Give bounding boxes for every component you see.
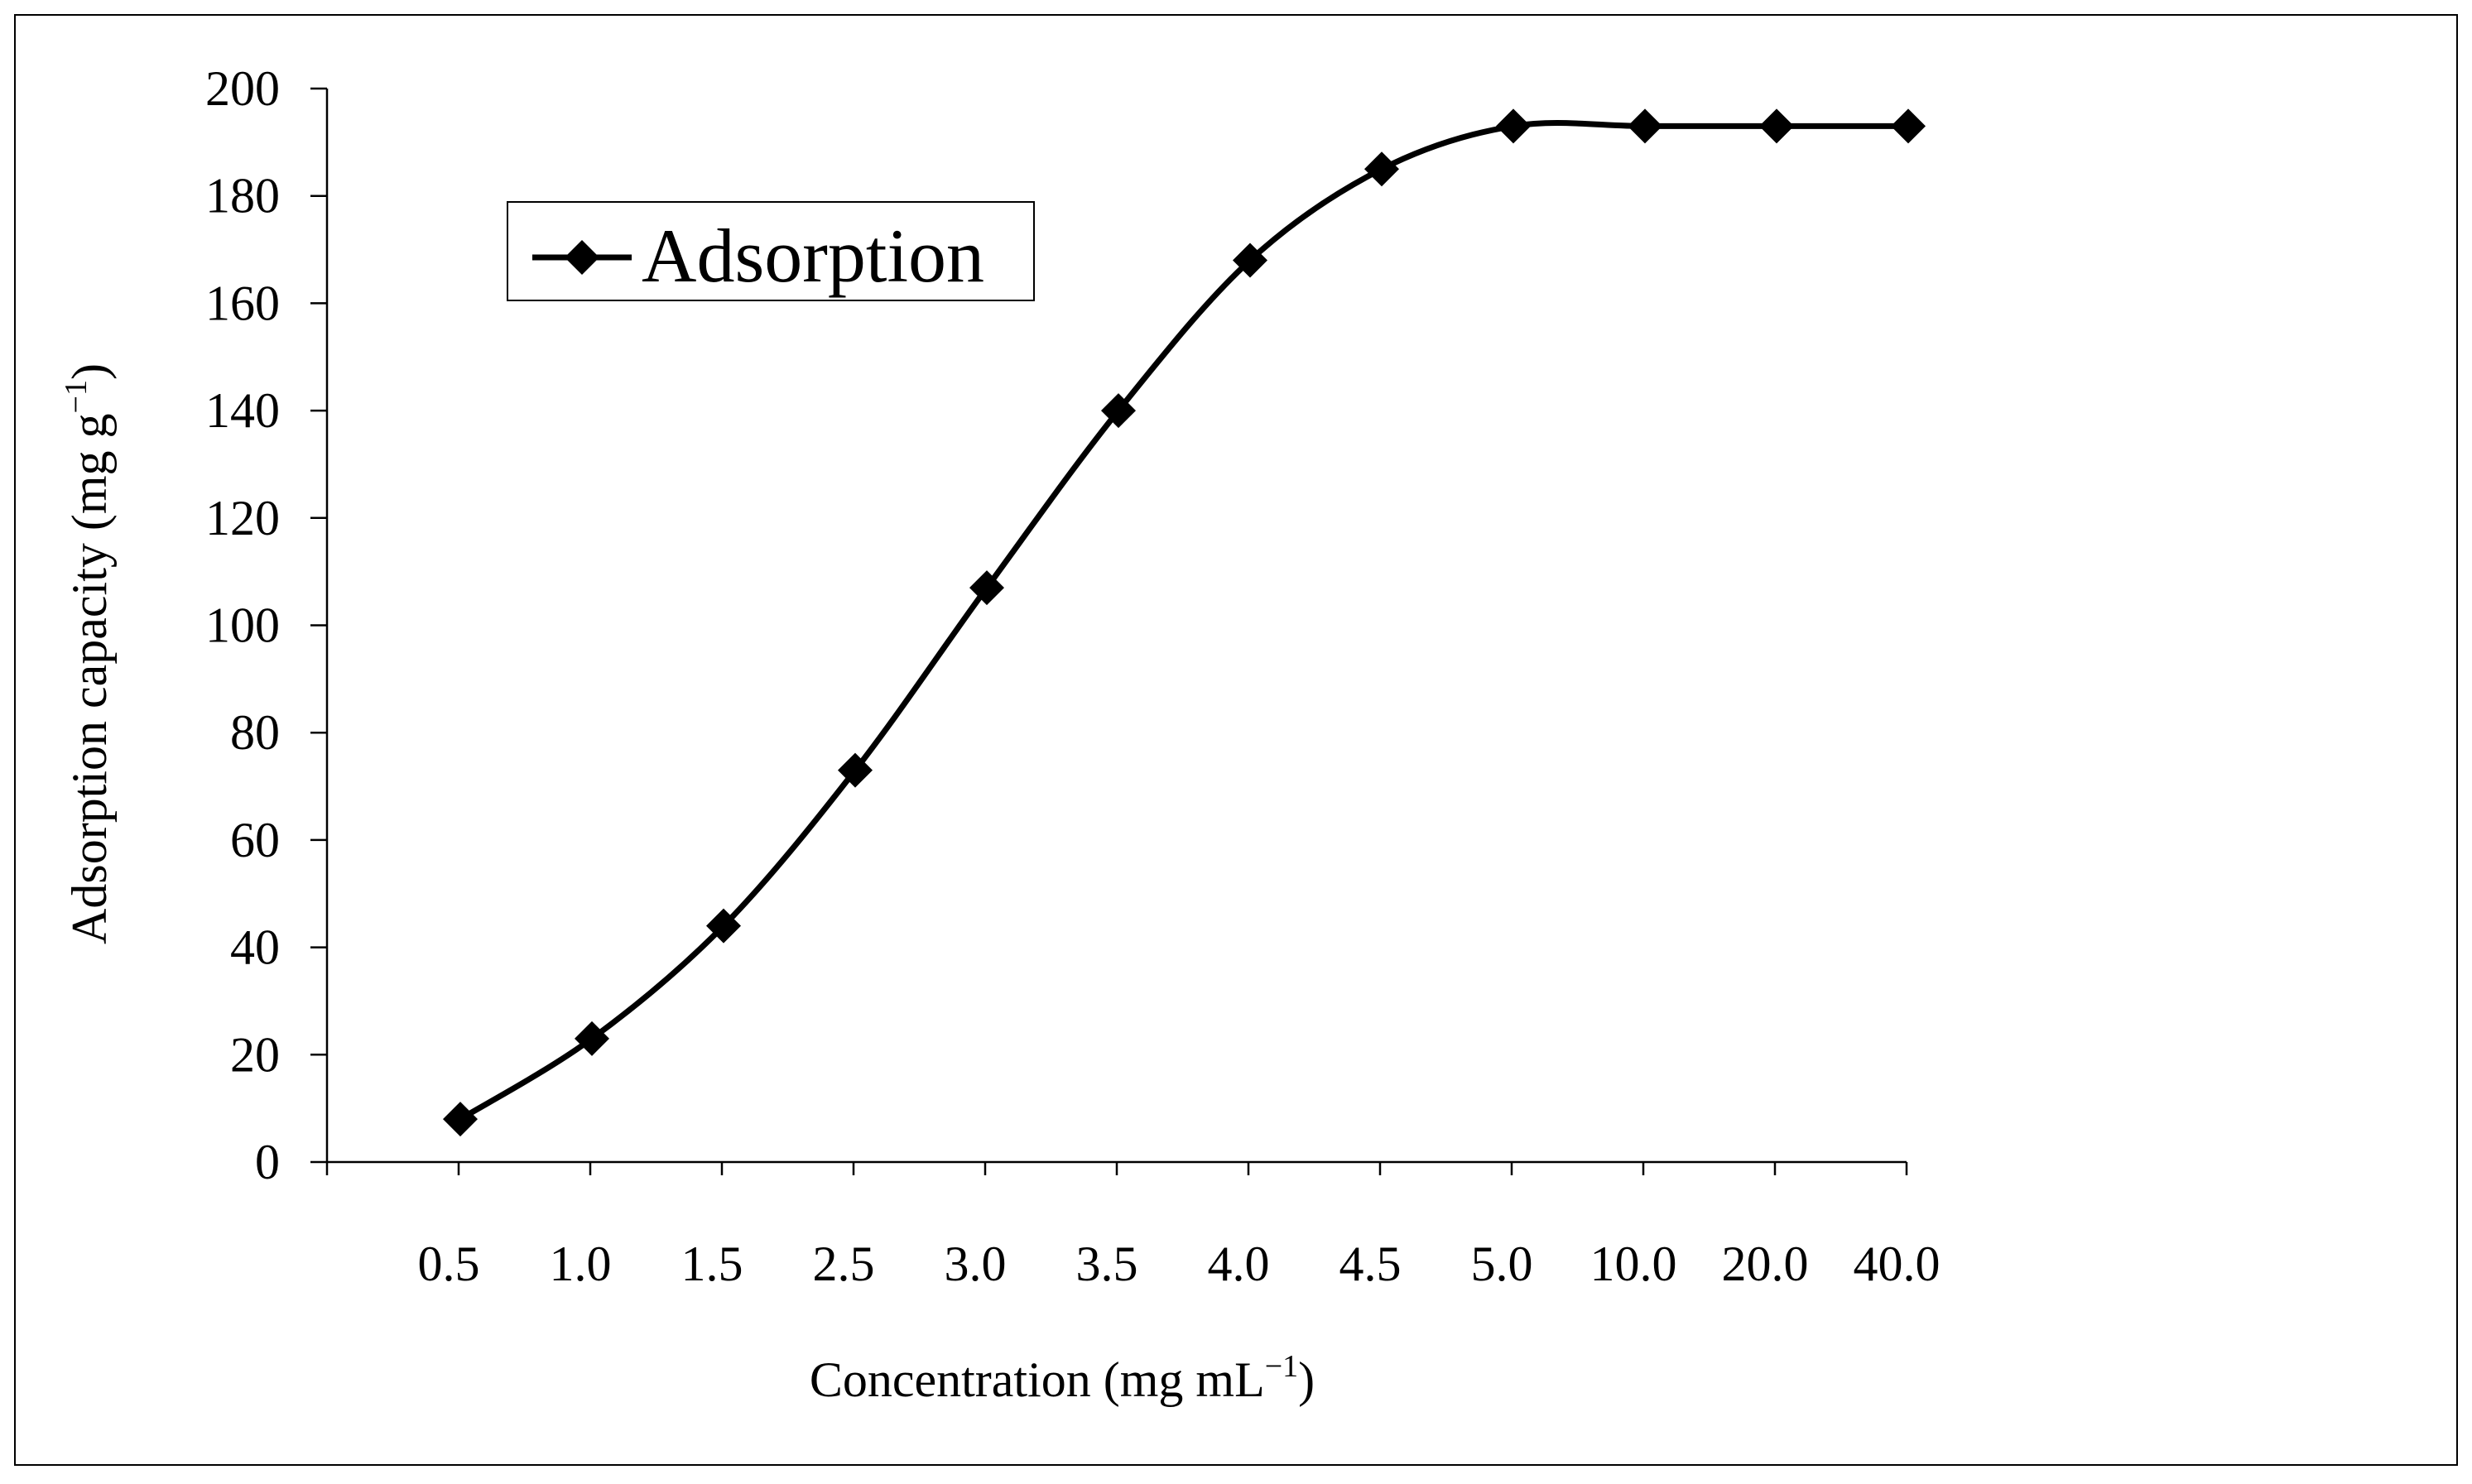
y-tick-label: 20 (230, 1027, 280, 1082)
data-point-marker (969, 570, 1004, 606)
data-point-marker (1891, 108, 1926, 144)
y-ticks: 0 20 40 60 80 100 120 140 160 180 200 (205, 61, 327, 1189)
data-point-marker (706, 908, 741, 944)
data-point-marker (443, 1102, 478, 1137)
x-tick-label: 1.0 (550, 1237, 612, 1291)
y-axis-title: Adsorption capacity (mg g−1) (59, 363, 117, 944)
data-point-marker (1759, 108, 1794, 144)
x-tick-label: 10.0 (1590, 1237, 1677, 1291)
legend-box (507, 201, 1035, 301)
data-point-marker (1496, 108, 1531, 144)
y-tick-label: 100 (205, 598, 280, 653)
y-tick-label: 200 (205, 61, 280, 116)
y-tick-label: 40 (230, 920, 280, 975)
x-tick-label: 4.0 (1208, 1237, 1270, 1291)
x-tick-label: 3.0 (945, 1237, 1007, 1291)
y-tick-label: 180 (205, 169, 280, 223)
y-tick-label: 120 (205, 491, 280, 545)
x-tick-label: 40.0 (1854, 1237, 1941, 1291)
series-layer (443, 108, 1926, 1137)
x-tick-label: 2.5 (813, 1237, 875, 1291)
data-point-marker (575, 1021, 609, 1056)
y-tick-label: 80 (230, 705, 280, 760)
y-tick-label: 60 (230, 813, 280, 867)
legend-marker-icon (565, 240, 599, 275)
x-ticks: 0.5 1.0 1.5 2.5 3.0 3.5 4.0 4.5 5.0 10.0 20.0 40.0 (325, 1162, 1941, 1291)
x-tick-label: 20.0 (1722, 1237, 1809, 1291)
data-point-marker (1233, 243, 1267, 278)
data-point-marker (838, 752, 873, 788)
x-axis-title: Concentration (mg mL−1) (810, 1349, 1315, 1407)
x-tick-label: 5.0 (1471, 1237, 1533, 1291)
x-tick-label: 4.5 (1339, 1237, 1402, 1291)
legend: Adsorption (507, 201, 1035, 301)
y-tick-label: 140 (205, 383, 280, 438)
data-point-marker (1101, 393, 1136, 429)
figure-border (14, 14, 2458, 1466)
x-tick-label: 0.5 (418, 1237, 480, 1291)
y-tick-label: 0 (255, 1135, 280, 1189)
y-tick-label: 160 (205, 276, 280, 330)
x-tick-label: 3.5 (1076, 1237, 1138, 1291)
data-point-marker (1364, 151, 1399, 187)
data-point-marker (1628, 108, 1662, 144)
x-tick-label: 1.5 (681, 1237, 743, 1291)
legend-label: Adsorption (642, 214, 984, 298)
